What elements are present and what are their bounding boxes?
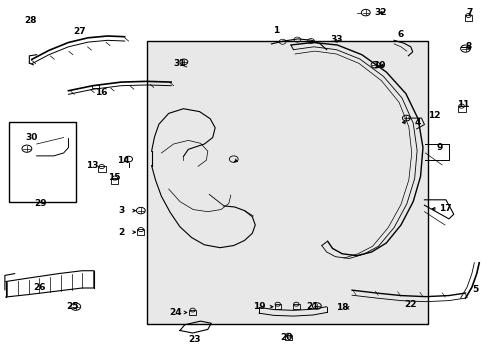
Text: 12: 12 <box>427 111 440 120</box>
Text: 18: 18 <box>335 303 348 312</box>
Text: 19: 19 <box>252 302 265 311</box>
Text: 11: 11 <box>456 100 469 109</box>
Text: 22: 22 <box>404 300 416 309</box>
Text: 31: 31 <box>173 58 186 68</box>
Text: 29: 29 <box>34 199 46 208</box>
Text: 4: 4 <box>414 118 421 127</box>
Bar <box>92 85 99 88</box>
Text: 2: 2 <box>118 228 124 237</box>
Text: 17: 17 <box>438 204 450 213</box>
Text: 23: 23 <box>188 335 201 343</box>
Text: 28: 28 <box>24 16 37 25</box>
Bar <box>274 304 280 309</box>
Text: 15: 15 <box>108 173 121 181</box>
Text: 20: 20 <box>279 333 292 342</box>
Bar <box>111 178 118 184</box>
Text: 33: 33 <box>329 35 342 44</box>
Bar <box>98 166 105 172</box>
Text: 1: 1 <box>273 26 279 35</box>
Text: 21: 21 <box>306 302 319 311</box>
Text: 8: 8 <box>465 42 470 51</box>
Bar <box>189 310 195 315</box>
Text: 25: 25 <box>66 302 79 311</box>
Bar <box>464 15 471 21</box>
Text: 32: 32 <box>373 8 386 17</box>
Bar <box>292 304 299 309</box>
Text: 6: 6 <box>397 30 403 39</box>
Text: 7: 7 <box>465 8 472 17</box>
Text: 14: 14 <box>117 156 129 165</box>
Bar <box>457 106 465 112</box>
Text: 13: 13 <box>85 161 98 170</box>
Text: 5: 5 <box>471 285 477 294</box>
Text: 24: 24 <box>169 308 182 317</box>
Text: 27: 27 <box>73 27 85 36</box>
Text: 10: 10 <box>372 61 385 70</box>
Text: 3: 3 <box>118 206 124 215</box>
Text: 9: 9 <box>436 143 443 152</box>
Bar <box>9 122 76 202</box>
Text: 26: 26 <box>33 283 45 292</box>
Bar <box>137 229 144 235</box>
Text: 16: 16 <box>95 88 108 97</box>
Bar <box>146 41 427 324</box>
Text: 30: 30 <box>25 133 38 142</box>
Bar <box>285 335 291 341</box>
